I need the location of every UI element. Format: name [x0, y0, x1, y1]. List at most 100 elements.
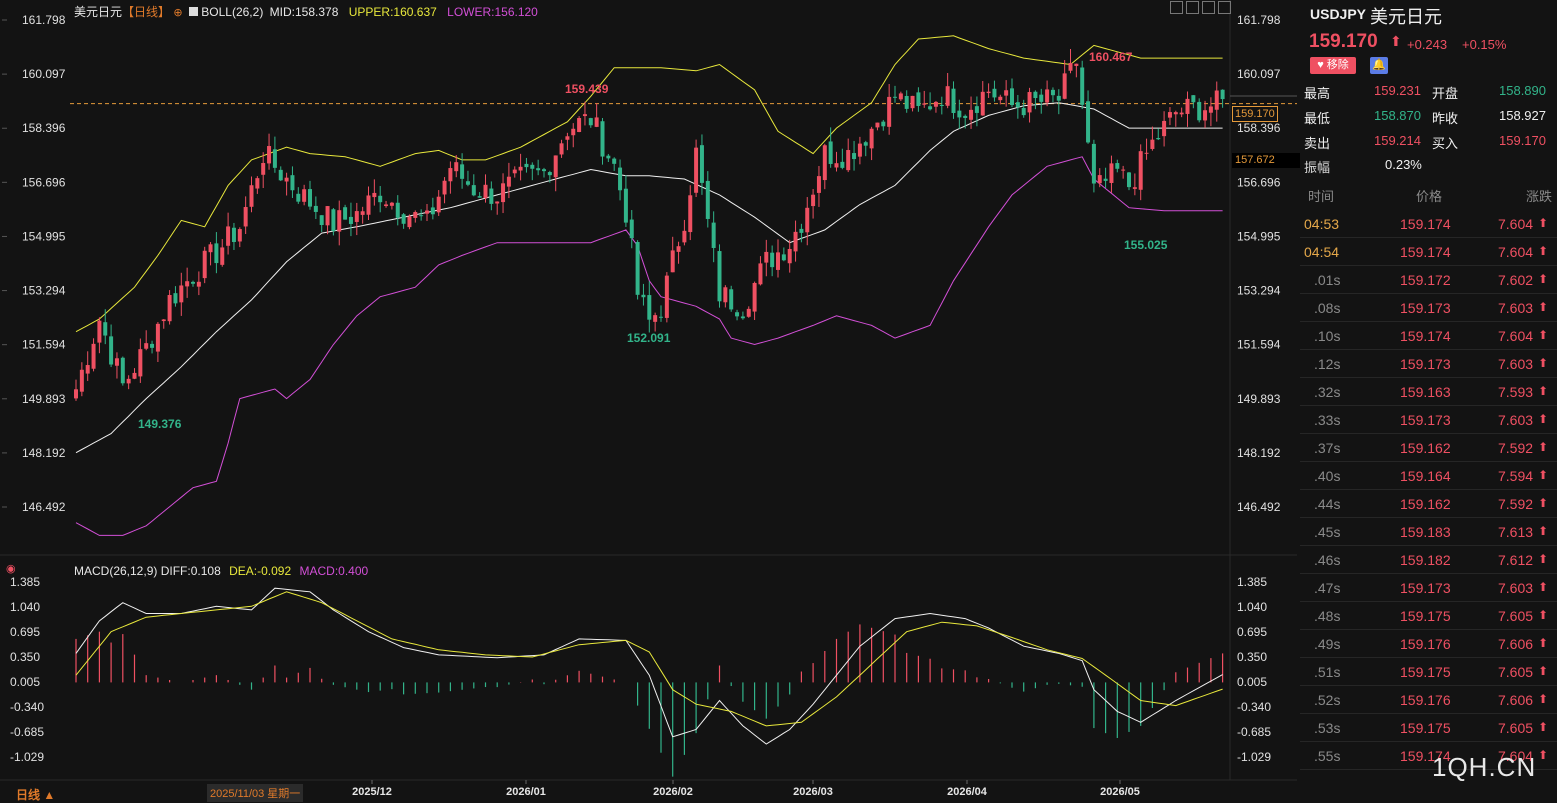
macd-tick-right: -1.029 [1237, 750, 1271, 764]
boll-label: BOLL(26,2) [201, 5, 264, 19]
candle-body [202, 250, 207, 279]
ticks-header-change: 涨跌 [1526, 189, 1553, 204]
period-tag[interactable]: 【日线】 [122, 5, 171, 19]
tick-change: 7.592 [1498, 440, 1534, 456]
up-arrow-icon: ⬆ [1538, 608, 1549, 622]
up-arrow-icon: ⬆ [1538, 384, 1549, 398]
candle-body [1173, 112, 1178, 115]
candle-body [173, 293, 178, 304]
candle-body [887, 96, 892, 127]
tick-row[interactable]: .44s 159.162 7.592 ⬆ [1300, 490, 1557, 518]
candle-body [325, 206, 330, 226]
row-divider [1300, 489, 1557, 490]
chart-area[interactable]: 161.798 161.798 160.097 160.097 158.396 158.3… [0, 0, 1300, 803]
stat-value: 158.870 [1374, 108, 1421, 123]
may-low-annotation: 155.025 [1124, 238, 1168, 252]
row-divider [1300, 461, 1557, 462]
kline-chart[interactable]: 161.798 161.798 160.097 160.097 158.396 158.3… [0, 0, 1297, 803]
up-arrow-icon: ⬆ [1538, 496, 1549, 510]
remove-watch-button[interactable]: ♥ 移除 [1310, 57, 1356, 74]
candle-body [185, 281, 190, 287]
tick-row[interactable]: 04:54 159.174 7.604 ⬆ [1300, 238, 1557, 266]
tick-row[interactable]: .10s 159.174 7.604 ⬆ [1300, 322, 1557, 350]
stat-label: 最低 [1304, 111, 1331, 126]
tick-row[interactable]: .49s 159.176 7.606 ⬆ [1300, 630, 1557, 658]
candle-body [243, 207, 248, 227]
tick-row[interactable]: .40s 159.164 7.594 ⬆ [1300, 462, 1557, 490]
candle-body [933, 101, 938, 107]
price-tick-right: 156.696 [1237, 175, 1281, 189]
amplitude-label: 振幅 [1304, 160, 1331, 175]
tick-row[interactable]: .45s 159.183 7.613 ⬆ [1300, 518, 1557, 546]
candle-body [816, 176, 821, 193]
tick-change: 7.604 [1498, 244, 1534, 260]
candle-body [354, 211, 359, 222]
tick-row[interactable]: .01s 159.172 7.602 ⬆ [1300, 266, 1557, 294]
candle-body [150, 343, 155, 348]
tick-price: 159.174 [1400, 748, 1451, 764]
tick-row[interactable]: .33s 159.173 7.603 ⬆ [1300, 406, 1557, 434]
target-icon[interactable]: ◉ [6, 563, 16, 575]
candle-body [220, 247, 225, 265]
candle-body [1185, 98, 1190, 114]
tick-row[interactable]: .12s 159.173 7.603 ⬆ [1300, 350, 1557, 378]
tick-time: .40s [1314, 468, 1341, 484]
indicator-icon[interactable] [188, 7, 198, 16]
tick-row[interactable]: .48s 159.175 7.605 ⬆ [1300, 602, 1557, 630]
macd-tick-left: 0.005 [10, 675, 40, 689]
chart-header: 美元日元【日线】 ⊕ BOLL(26,2) MID:158.378 UPPER:… [74, 3, 538, 20]
candle-body [963, 115, 968, 119]
tick-row[interactable]: .37s 159.162 7.592 ⬆ [1300, 434, 1557, 462]
boll-lower: LOWER:156.120 [447, 5, 538, 19]
bell-icon[interactable]: 🔔 [1370, 57, 1388, 74]
price-tick-right: 161.798 [1237, 13, 1281, 27]
tick-time: .49s [1314, 636, 1341, 652]
tick-row[interactable]: .52s 159.176 7.606 ⬆ [1300, 686, 1557, 714]
zoom-in-icon[interactable] [1170, 1, 1183, 14]
tick-row[interactable]: .08s 159.173 7.603 ⬆ [1300, 294, 1557, 322]
candle-body [138, 349, 143, 377]
candle-body [255, 178, 260, 189]
up-arrow-icon: ⬆ [1538, 524, 1549, 538]
ticks-header-time: 时间 [1308, 189, 1335, 204]
candle-body [600, 121, 605, 157]
tick-change: 7.603 [1498, 300, 1534, 316]
amplitude-value: 0.23% [1385, 157, 1422, 172]
price-tick-right: 148.192 [1237, 446, 1281, 460]
candle-body [822, 145, 827, 181]
tick-row[interactable]: .47s 159.173 7.603 ⬆ [1300, 574, 1557, 602]
candle-body [1027, 92, 1032, 113]
period-switch[interactable]: 日线 ▲ [16, 788, 56, 802]
candle-body [425, 210, 429, 214]
settings-icon[interactable] [1218, 1, 1231, 14]
tick-row[interactable]: .32s 159.163 7.593 ⬆ [1300, 378, 1557, 406]
candle-body [1203, 110, 1208, 121]
row-divider [1300, 321, 1557, 322]
candle-body [1062, 73, 1067, 99]
stat-value: 158.890 [1499, 83, 1546, 98]
candle-body [659, 316, 663, 318]
tick-row[interactable]: .55s 159.174 7.604 ⬆ [1300, 742, 1557, 770]
candle-body [1074, 63, 1079, 66]
restore-icon[interactable] [1202, 1, 1215, 14]
crosshair-icon[interactable]: ⊕ [173, 7, 183, 19]
candle-body [776, 252, 780, 270]
boll-lower-line [75, 156, 1223, 536]
candle-body [1162, 120, 1167, 137]
macd-tick-left: 0.695 [10, 625, 40, 639]
stat-value: 159.231 [1374, 83, 1421, 98]
candle-body [1208, 106, 1213, 113]
tick-row[interactable]: .46s 159.182 7.612 ⬆ [1300, 546, 1557, 574]
tick-row[interactable]: .53s 159.175 7.605 ⬆ [1300, 714, 1557, 742]
zoom-out-icon[interactable] [1186, 1, 1199, 14]
candle-body [1045, 89, 1050, 103]
candle-body [770, 252, 775, 268]
candle-body [1115, 163, 1120, 169]
tick-row[interactable]: 04:53 159.174 7.604 ⬆ [1300, 210, 1557, 238]
candle-body [231, 227, 236, 243]
tick-price: 159.182 [1400, 552, 1451, 568]
candle-body [483, 184, 488, 199]
candle-body [191, 281, 195, 284]
price-tick-right: 154.995 [1237, 229, 1281, 243]
tick-row[interactable]: .51s 159.175 7.605 ⬆ [1300, 658, 1557, 686]
